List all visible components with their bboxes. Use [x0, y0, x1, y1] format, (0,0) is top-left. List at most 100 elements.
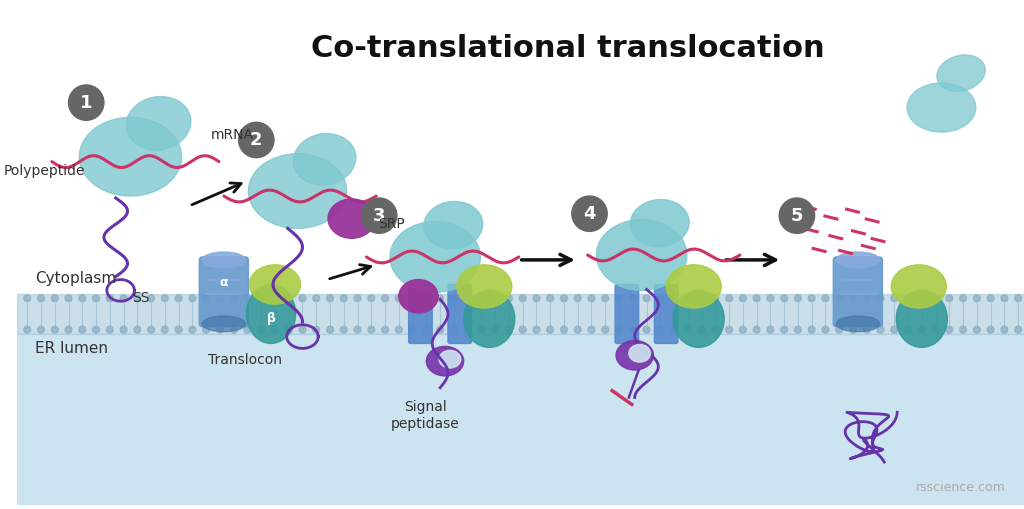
- Circle shape: [974, 295, 980, 302]
- Circle shape: [286, 295, 292, 302]
- Text: β: β: [266, 313, 275, 325]
- Circle shape: [92, 326, 99, 333]
- Circle shape: [395, 326, 402, 333]
- Ellipse shape: [126, 97, 190, 150]
- Circle shape: [684, 295, 691, 302]
- Circle shape: [38, 295, 44, 302]
- Text: Signal
peptidase: Signal peptidase: [391, 401, 460, 431]
- FancyBboxPatch shape: [447, 285, 471, 344]
- Ellipse shape: [249, 154, 347, 229]
- Circle shape: [327, 295, 334, 302]
- Circle shape: [739, 295, 746, 302]
- Circle shape: [216, 326, 223, 333]
- Text: ER lumen: ER lumen: [35, 342, 109, 356]
- Circle shape: [451, 295, 458, 302]
- Circle shape: [974, 326, 980, 333]
- Circle shape: [312, 326, 319, 333]
- Circle shape: [877, 295, 884, 302]
- Circle shape: [175, 326, 182, 333]
- Circle shape: [808, 326, 815, 333]
- Circle shape: [478, 326, 484, 333]
- Circle shape: [203, 295, 210, 302]
- Circle shape: [836, 295, 843, 302]
- Circle shape: [571, 196, 607, 232]
- Text: 5: 5: [791, 207, 803, 224]
- Circle shape: [547, 295, 554, 302]
- Circle shape: [822, 326, 828, 333]
- Ellipse shape: [457, 265, 512, 308]
- Circle shape: [92, 295, 99, 302]
- Ellipse shape: [390, 221, 480, 292]
- Circle shape: [175, 295, 182, 302]
- Circle shape: [698, 295, 705, 302]
- Circle shape: [588, 295, 595, 302]
- Circle shape: [340, 295, 347, 302]
- Circle shape: [1000, 326, 1008, 333]
- Circle shape: [795, 295, 802, 302]
- Circle shape: [189, 295, 196, 302]
- Circle shape: [230, 295, 238, 302]
- Circle shape: [946, 295, 952, 302]
- Text: 1: 1: [80, 94, 92, 111]
- Circle shape: [630, 295, 636, 302]
- Circle shape: [189, 326, 196, 333]
- Circle shape: [780, 326, 787, 333]
- Ellipse shape: [837, 252, 880, 268]
- Circle shape: [506, 326, 512, 333]
- Circle shape: [134, 295, 140, 302]
- Text: α: α: [219, 276, 228, 289]
- Circle shape: [299, 326, 306, 333]
- Circle shape: [532, 326, 540, 333]
- Ellipse shape: [439, 350, 461, 368]
- Ellipse shape: [398, 279, 438, 313]
- Circle shape: [134, 326, 140, 333]
- Circle shape: [1015, 326, 1022, 333]
- Circle shape: [959, 295, 967, 302]
- Circle shape: [891, 326, 898, 333]
- Ellipse shape: [896, 290, 947, 348]
- Circle shape: [574, 326, 582, 333]
- Circle shape: [423, 295, 430, 302]
- Circle shape: [560, 326, 567, 333]
- Ellipse shape: [673, 290, 724, 348]
- Circle shape: [464, 295, 471, 302]
- Ellipse shape: [837, 316, 880, 332]
- Circle shape: [106, 326, 114, 333]
- Circle shape: [850, 295, 856, 302]
- Circle shape: [24, 326, 31, 333]
- Circle shape: [239, 122, 274, 158]
- Circle shape: [808, 295, 815, 302]
- Circle shape: [271, 295, 279, 302]
- Circle shape: [739, 326, 746, 333]
- Circle shape: [891, 295, 898, 302]
- Ellipse shape: [247, 285, 296, 344]
- Text: Polypeptide: Polypeptide: [3, 164, 85, 179]
- Ellipse shape: [629, 345, 650, 362]
- Circle shape: [656, 326, 664, 333]
- Circle shape: [66, 295, 72, 302]
- Circle shape: [919, 326, 926, 333]
- Circle shape: [630, 326, 636, 333]
- Circle shape: [368, 295, 375, 302]
- Circle shape: [932, 326, 939, 333]
- Circle shape: [271, 326, 279, 333]
- Circle shape: [24, 295, 31, 302]
- FancyBboxPatch shape: [615, 285, 639, 344]
- Circle shape: [410, 295, 416, 302]
- Circle shape: [312, 295, 319, 302]
- Ellipse shape: [250, 265, 300, 304]
- Circle shape: [574, 295, 582, 302]
- Circle shape: [712, 326, 719, 333]
- Ellipse shape: [464, 290, 515, 348]
- Ellipse shape: [937, 55, 985, 92]
- Circle shape: [436, 326, 443, 333]
- Circle shape: [643, 326, 650, 333]
- Circle shape: [451, 326, 458, 333]
- Circle shape: [66, 326, 72, 333]
- Circle shape: [863, 295, 870, 302]
- Circle shape: [822, 295, 828, 302]
- Circle shape: [671, 295, 678, 302]
- Circle shape: [492, 326, 499, 333]
- Circle shape: [368, 326, 375, 333]
- Ellipse shape: [630, 200, 689, 247]
